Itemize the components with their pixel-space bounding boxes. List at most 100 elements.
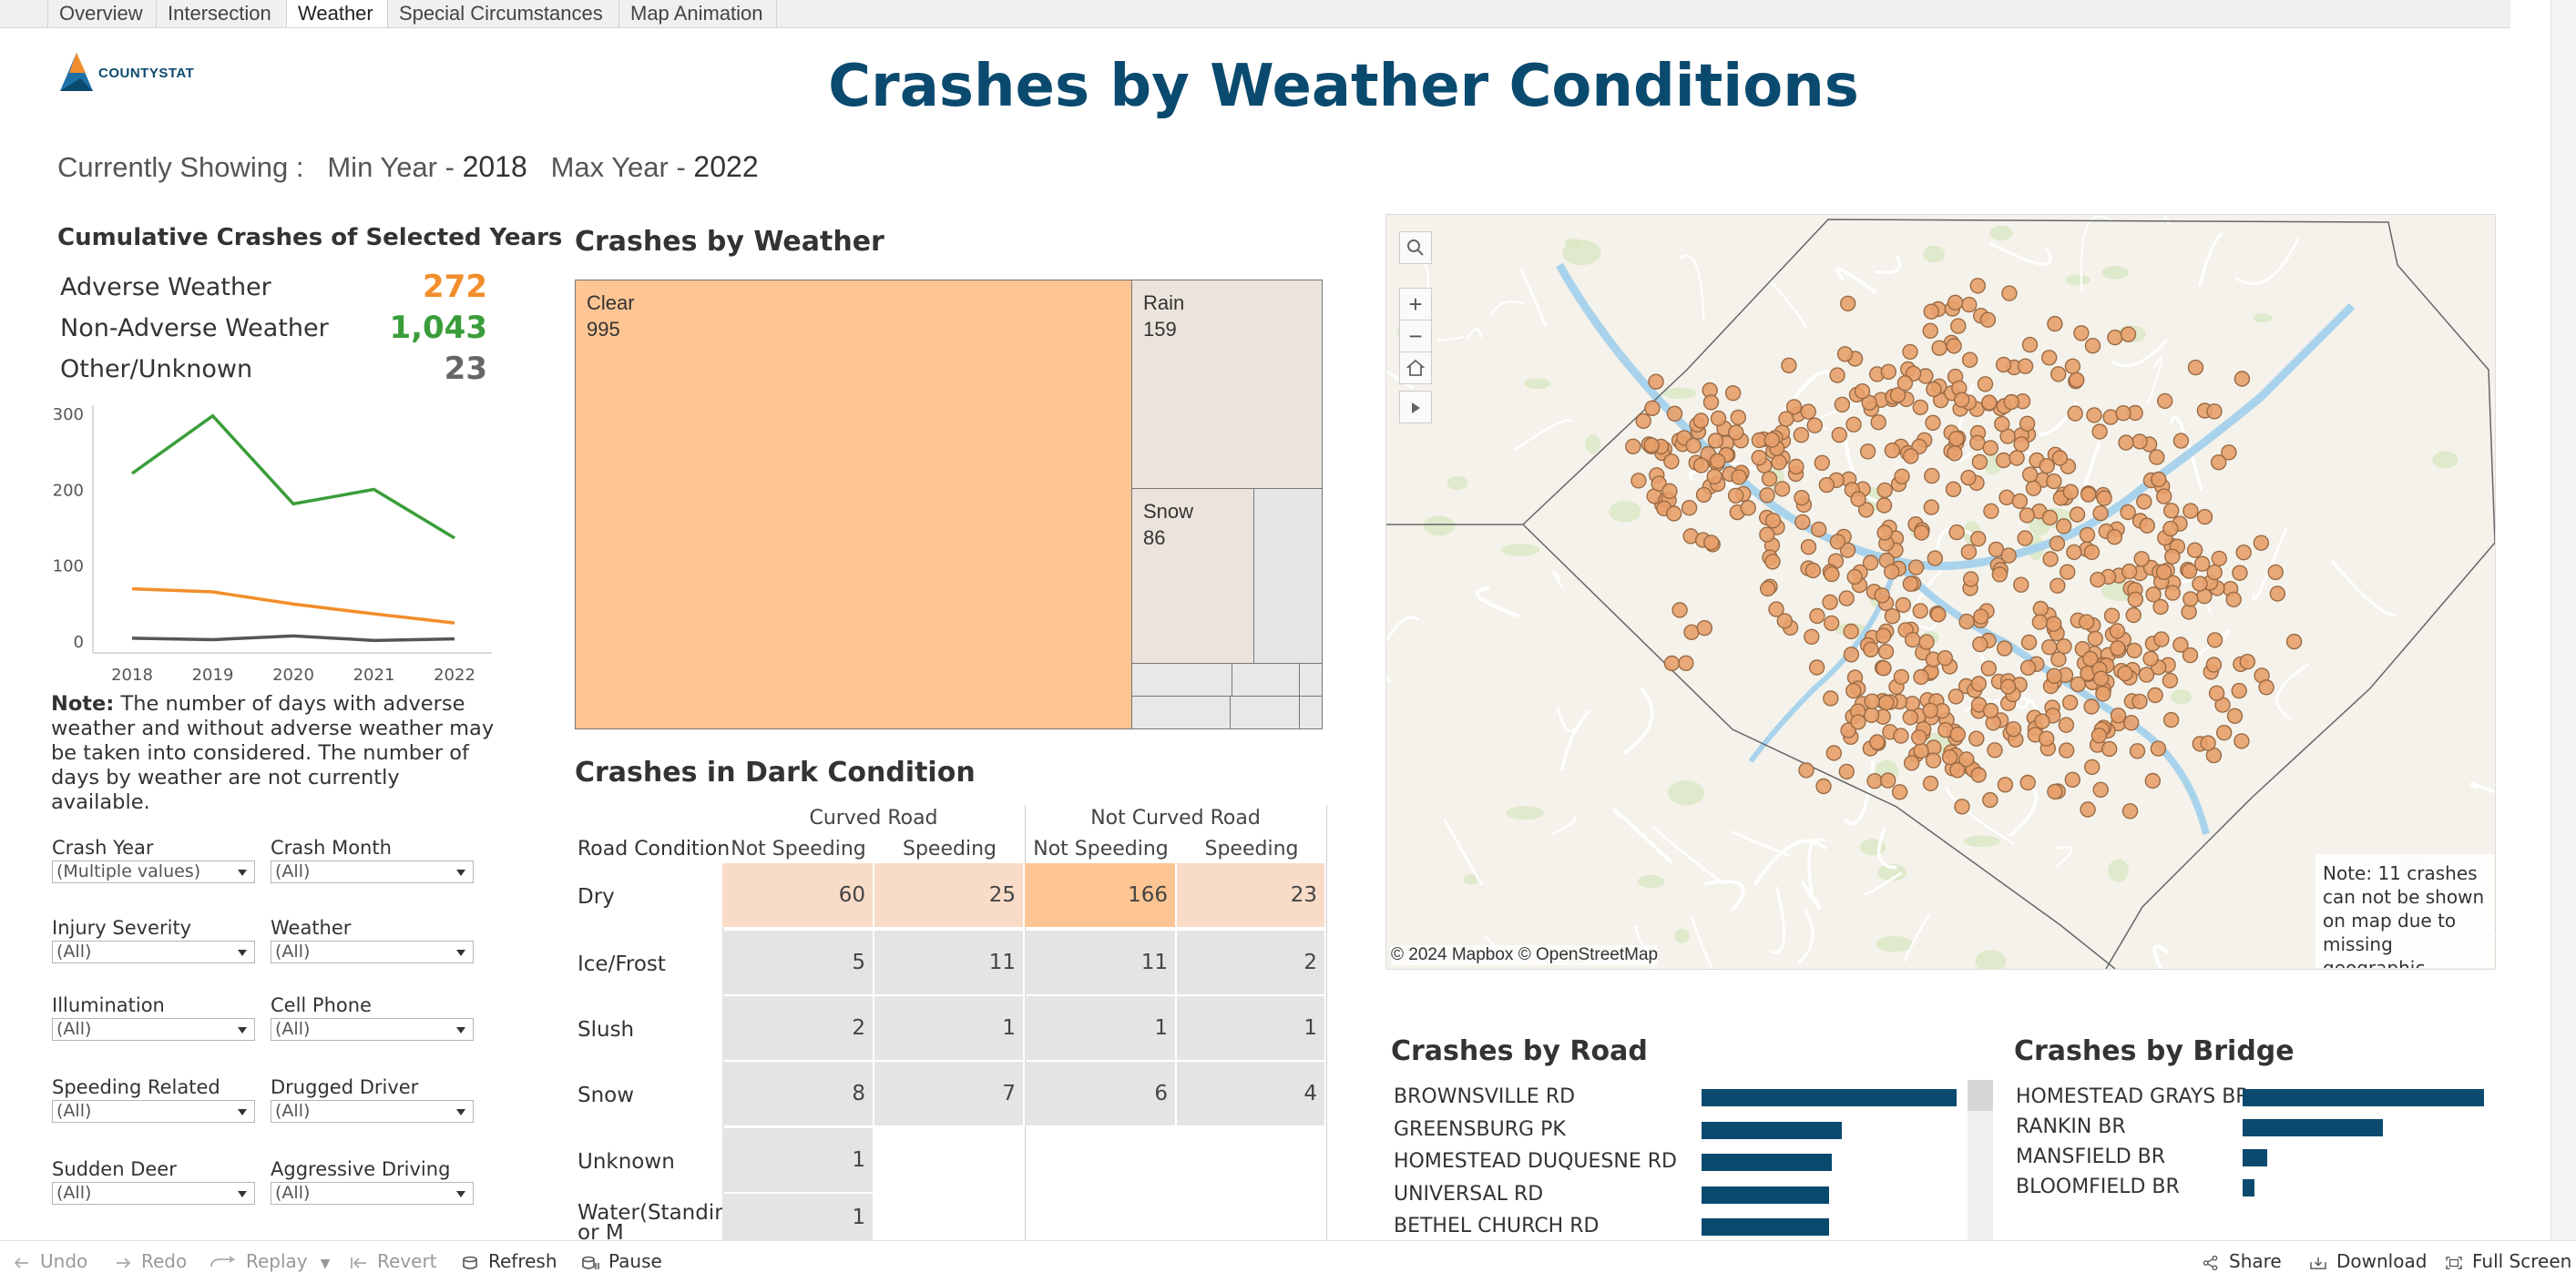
crash-dot[interactable]: [2163, 503, 2180, 519]
crash-dot[interactable]: [1876, 524, 1893, 541]
crash-dot[interactable]: [1869, 734, 1886, 750]
table-cell[interactable]: 1: [874, 996, 1023, 1060]
crash-dot[interactable]: [2017, 358, 2034, 374]
crash-dot[interactable]: [1863, 641, 1879, 657]
crash-dot[interactable]: [1759, 526, 1775, 543]
crash-dot[interactable]: [2019, 507, 2036, 524]
crash-dot[interactable]: [1771, 454, 1787, 471]
crash-dot[interactable]: [1874, 587, 1890, 604]
crash-dot[interactable]: [1902, 343, 1918, 361]
crash-dot[interactable]: [2187, 359, 2204, 376]
crash-dot[interactable]: [2080, 486, 2097, 503]
crash-dot[interactable]: [1997, 777, 2014, 793]
crash-dot[interactable]: [1858, 502, 1875, 518]
crash-dot[interactable]: [1831, 426, 1847, 443]
crash-dot[interactable]: [1950, 318, 1967, 334]
crash-dot[interactable]: [2200, 735, 2216, 751]
crash-dot[interactable]: [1804, 628, 1820, 645]
crash-dot[interactable]: [2062, 484, 2079, 500]
crash-dot[interactable]: [2121, 563, 2138, 580]
crash-dot[interactable]: [1834, 396, 1851, 413]
treemap-small[interactable]: [1232, 664, 1300, 697]
crash-dot[interactable]: [1702, 394, 1720, 411]
crash-dot[interactable]: [1925, 414, 1941, 432]
crash-dot[interactable]: [2110, 708, 2127, 724]
table-cell[interactable]: 166: [1025, 863, 1175, 927]
crash-dot[interactable]: [1961, 296, 1978, 313]
crash-dot[interactable]: [1804, 562, 1822, 579]
crash-dot[interactable]: [1907, 559, 1925, 575]
crash-dot[interactable]: [1889, 387, 1906, 403]
crash-dot[interactable]: [1651, 475, 1667, 492]
treemap-rain[interactable]: Rain 159: [1132, 280, 1322, 489]
crash-dot[interactable]: [1903, 448, 1919, 464]
crash-dot[interactable]: [1859, 443, 1876, 460]
crash-dot[interactable]: [1963, 571, 1979, 587]
undo-button[interactable]: Undo: [13, 1250, 87, 1272]
crash-dot[interactable]: [1913, 668, 1929, 686]
crash-dot[interactable]: [2120, 504, 2136, 521]
crash-dot[interactable]: [2157, 392, 2173, 410]
treemap-small[interactable]: [1132, 664, 1232, 697]
crash-dot[interactable]: [1761, 471, 1778, 487]
crash-dot[interactable]: [2000, 547, 2017, 564]
crash-dot[interactable]: [2046, 616, 2062, 632]
crash-dot[interactable]: [2126, 642, 2142, 659]
crash-dot[interactable]: [1785, 399, 1803, 415]
crash-dot[interactable]: [2164, 548, 2181, 565]
crash-dot[interactable]: [2109, 623, 2126, 639]
crash-dot[interactable]: [1946, 338, 1962, 354]
crash-map[interactable]: + −: [1385, 214, 2496, 970]
crash-dot[interactable]: [1875, 627, 1892, 644]
crash-dot[interactable]: [1982, 791, 1998, 809]
crash-dot[interactable]: [1661, 483, 1678, 499]
crash-dot[interactable]: [1949, 726, 1966, 743]
crash-dot[interactable]: [1800, 539, 1817, 555]
crash-dot[interactable]: [1728, 424, 1744, 441]
crash-dot[interactable]: [1896, 375, 1914, 392]
treemap-small[interactable]: [1132, 697, 1231, 728]
crash-dot[interactable]: [1731, 469, 1747, 485]
crash-dot[interactable]: [1763, 432, 1780, 448]
scrollbar-thumb[interactable]: [1968, 1080, 1993, 1111]
crash-dot[interactable]: [1740, 500, 1756, 516]
revert-button[interactable]: Revert: [350, 1250, 437, 1272]
crash-dot[interactable]: [2211, 550, 2227, 567]
crash-dot[interactable]: [2095, 686, 2111, 702]
crash-dot[interactable]: [2149, 449, 2165, 465]
crash-dot[interactable]: [1648, 373, 1664, 390]
crash-dot[interactable]: [1877, 643, 1895, 660]
crash-dot[interactable]: [1987, 742, 2003, 759]
crash-dot[interactable]: [2150, 740, 2167, 757]
crash-dot[interactable]: [2120, 326, 2137, 342]
crash-dot[interactable]: [2162, 711, 2180, 728]
crash-dot[interactable]: [1931, 340, 1947, 356]
crash-dot[interactable]: [2164, 585, 2181, 601]
crash-dot[interactable]: [1822, 594, 1838, 610]
crash-dot[interactable]: [1788, 458, 1804, 475]
crash-dot[interactable]: [2090, 728, 2108, 744]
crash-dot[interactable]: [1922, 702, 1938, 718]
crash-dot[interactable]: [2092, 781, 2109, 798]
crash-dot[interactable]: [1866, 773, 1883, 789]
crash-dot[interactable]: [1982, 440, 1998, 456]
crash-dot[interactable]: [2131, 693, 2148, 710]
crash-dot[interactable]: [1905, 631, 1921, 648]
crash-dot[interactable]: [1625, 438, 1641, 455]
bar[interactable]: [2243, 1149, 2267, 1166]
crash-dot[interactable]: [2069, 372, 2085, 389]
crash-dot[interactable]: [2186, 542, 2203, 558]
tab-special-circumstances[interactable]: Special Circumstances: [387, 0, 619, 27]
crash-dot[interactable]: [2073, 325, 2090, 341]
crash-dot[interactable]: [1811, 521, 1827, 538]
crash-dot[interactable]: [1981, 394, 1998, 411]
filter-select-drugged-driver[interactable]: (All): [271, 1100, 474, 1123]
crash-dot[interactable]: [2080, 801, 2096, 818]
crash-dot[interactable]: [1969, 434, 1986, 452]
crash-dot[interactable]: [1912, 399, 1928, 416]
table-cell[interactable]: 1: [722, 1194, 873, 1241]
crash-dot[interactable]: [2226, 708, 2244, 724]
crash-dot[interactable]: [1922, 322, 1938, 340]
pause-button[interactable]: Pause: [581, 1250, 662, 1272]
crash-dot[interactable]: [2206, 564, 2223, 581]
